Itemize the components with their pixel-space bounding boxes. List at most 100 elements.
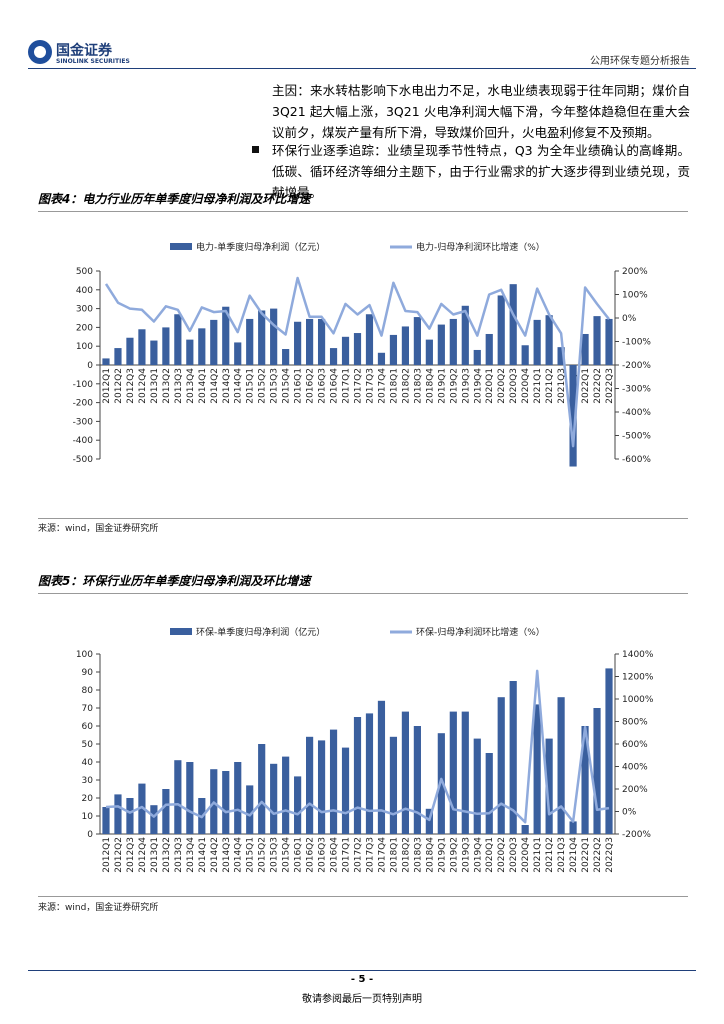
x-tick-label: 2020Q2 (497, 837, 507, 873)
x-tick-label: 2014Q1 (198, 368, 208, 404)
y2-tick-label: 0% (622, 314, 637, 324)
bar (545, 738, 553, 834)
x-tick-label: 2019Q1 (437, 368, 447, 404)
x-tick-label: 2016Q1 (294, 368, 304, 404)
x-tick-label: 2019Q3 (461, 837, 471, 873)
bar (162, 327, 170, 365)
x-tick-label: 2022Q2 (593, 368, 603, 404)
y2-tick-label: 100% (622, 291, 648, 301)
x-tick-label: 2022Q3 (605, 837, 615, 873)
report-name: 公用环保专题分析报告 (590, 56, 690, 67)
x-tick-label: 2021Q1 (533, 837, 543, 873)
line-series (104, 276, 610, 448)
bar (174, 314, 182, 365)
y2-tick-label: 0% (622, 808, 637, 818)
x-tick-label: 2018Q1 (389, 837, 399, 873)
x-tick-label: 2018Q2 (401, 837, 411, 873)
bar (282, 349, 290, 365)
x-tick-label: 2015Q3 (270, 368, 280, 404)
bar (401, 711, 409, 834)
y-tick-label: 300 (76, 305, 93, 315)
x-tick-label: 2013Q2 (162, 368, 172, 404)
paragraph: 主因：来水转枯影响下水电出力不足，水电业绩表现弱于往年同期；煤价自 3Q21 起… (272, 83, 690, 140)
x-tick-label: 2016Q3 (318, 837, 328, 873)
bar (198, 328, 206, 365)
x-tick-label: 2019Q1 (437, 837, 447, 873)
bar (461, 711, 469, 834)
x-tick-label: 2015Q3 (270, 837, 280, 873)
x-tick-label: 2014Q2 (210, 837, 220, 873)
line-series (105, 669, 610, 824)
x-tick-label: 2015Q2 (258, 837, 268, 873)
bar (533, 319, 541, 365)
y-tick-label: 20 (82, 794, 94, 804)
x-tick-label: 2022Q1 (581, 837, 591, 873)
bar (258, 744, 266, 834)
x-tick-label: 2019Q3 (461, 368, 471, 404)
y2-tick-label: -300% (622, 385, 651, 395)
bar (341, 747, 350, 834)
y2-tick-label: 200% (622, 267, 648, 277)
bar (246, 785, 254, 834)
x-tick-label: 2020Q3 (509, 837, 519, 873)
x-tick-label: 2021Q1 (533, 368, 543, 404)
bar (222, 771, 230, 834)
x-tick-label: 2016Q3 (318, 368, 328, 404)
bar (449, 318, 457, 365)
figure-rule (38, 593, 688, 594)
y2-tick-label: 800% (622, 718, 648, 728)
figure-title: 图表4：电力行业历年单季度归母净利润及环比增速 (38, 192, 311, 206)
x-tick-label: 2014Q3 (222, 368, 232, 404)
bar (437, 324, 445, 365)
bar (174, 760, 182, 834)
bar (258, 310, 266, 365)
x-tick-label: 2016Q4 (330, 837, 340, 873)
x-tick-label: 2021Q2 (545, 368, 555, 404)
bar (306, 736, 314, 834)
bar (377, 352, 386, 365)
bar (162, 789, 170, 834)
x-tick-label: 2016Q4 (330, 368, 340, 404)
bullet (252, 146, 259, 153)
figure-rule (38, 518, 688, 519)
logo-en: SINOLINK SECURITIES (56, 58, 130, 65)
x-tick-label: 2019Q2 (449, 368, 459, 404)
bar (401, 326, 409, 365)
bar (413, 317, 421, 365)
legend-label: 环保-单季度归母净利润（亿元） (196, 626, 325, 638)
x-tick-label: 2013Q4 (186, 368, 196, 404)
bar (270, 308, 278, 365)
x-tick-label: 2016Q2 (306, 368, 316, 404)
source: 来源：wind，国金证券研究所 (38, 903, 159, 913)
y-tick-label: 100 (76, 650, 93, 660)
y-tick-label: 100 (76, 342, 93, 352)
bar (365, 713, 374, 834)
x-tick-label: 2018Q4 (425, 837, 435, 873)
bar (270, 763, 278, 834)
figure-rule (38, 896, 688, 897)
figure-title: 图表5：环保行业历年单季度归母净利润及环比增速 (38, 574, 311, 588)
x-tick-label: 2021Q4 (569, 837, 579, 873)
legend-label: 电力-单季度归母净利润（亿元） (196, 241, 325, 253)
x-tick-label: 2012Q2 (114, 837, 124, 873)
x-tick-label: 2017Q3 (365, 837, 375, 873)
x-tick-label: 2022Q3 (605, 368, 615, 404)
x-tick-label: 2013Q3 (174, 368, 184, 404)
x-tick-label: 2021Q3 (557, 837, 567, 873)
y-tick-label: -200 (73, 399, 94, 409)
bar (377, 700, 386, 834)
x-tick-label: 2017Q2 (354, 837, 364, 873)
bar (581, 333, 589, 365)
x-tick-label: 2014Q1 (198, 837, 208, 873)
x-tick-label: 2012Q1 (102, 368, 112, 404)
bar (329, 729, 338, 834)
bar (389, 334, 398, 365)
x-tick-label: 2012Q2 (114, 368, 124, 404)
x-tick-label: 2012Q3 (126, 837, 136, 873)
x-tick-label: 2021Q3 (557, 368, 567, 404)
y2-tick-label: -600% (622, 455, 651, 465)
x-tick-label: 2018Q1 (389, 368, 399, 404)
legend-label: 环保-归母净利润环比增速（%） (416, 626, 545, 638)
y-tick-label: 30 (82, 776, 94, 786)
bar (557, 697, 565, 834)
